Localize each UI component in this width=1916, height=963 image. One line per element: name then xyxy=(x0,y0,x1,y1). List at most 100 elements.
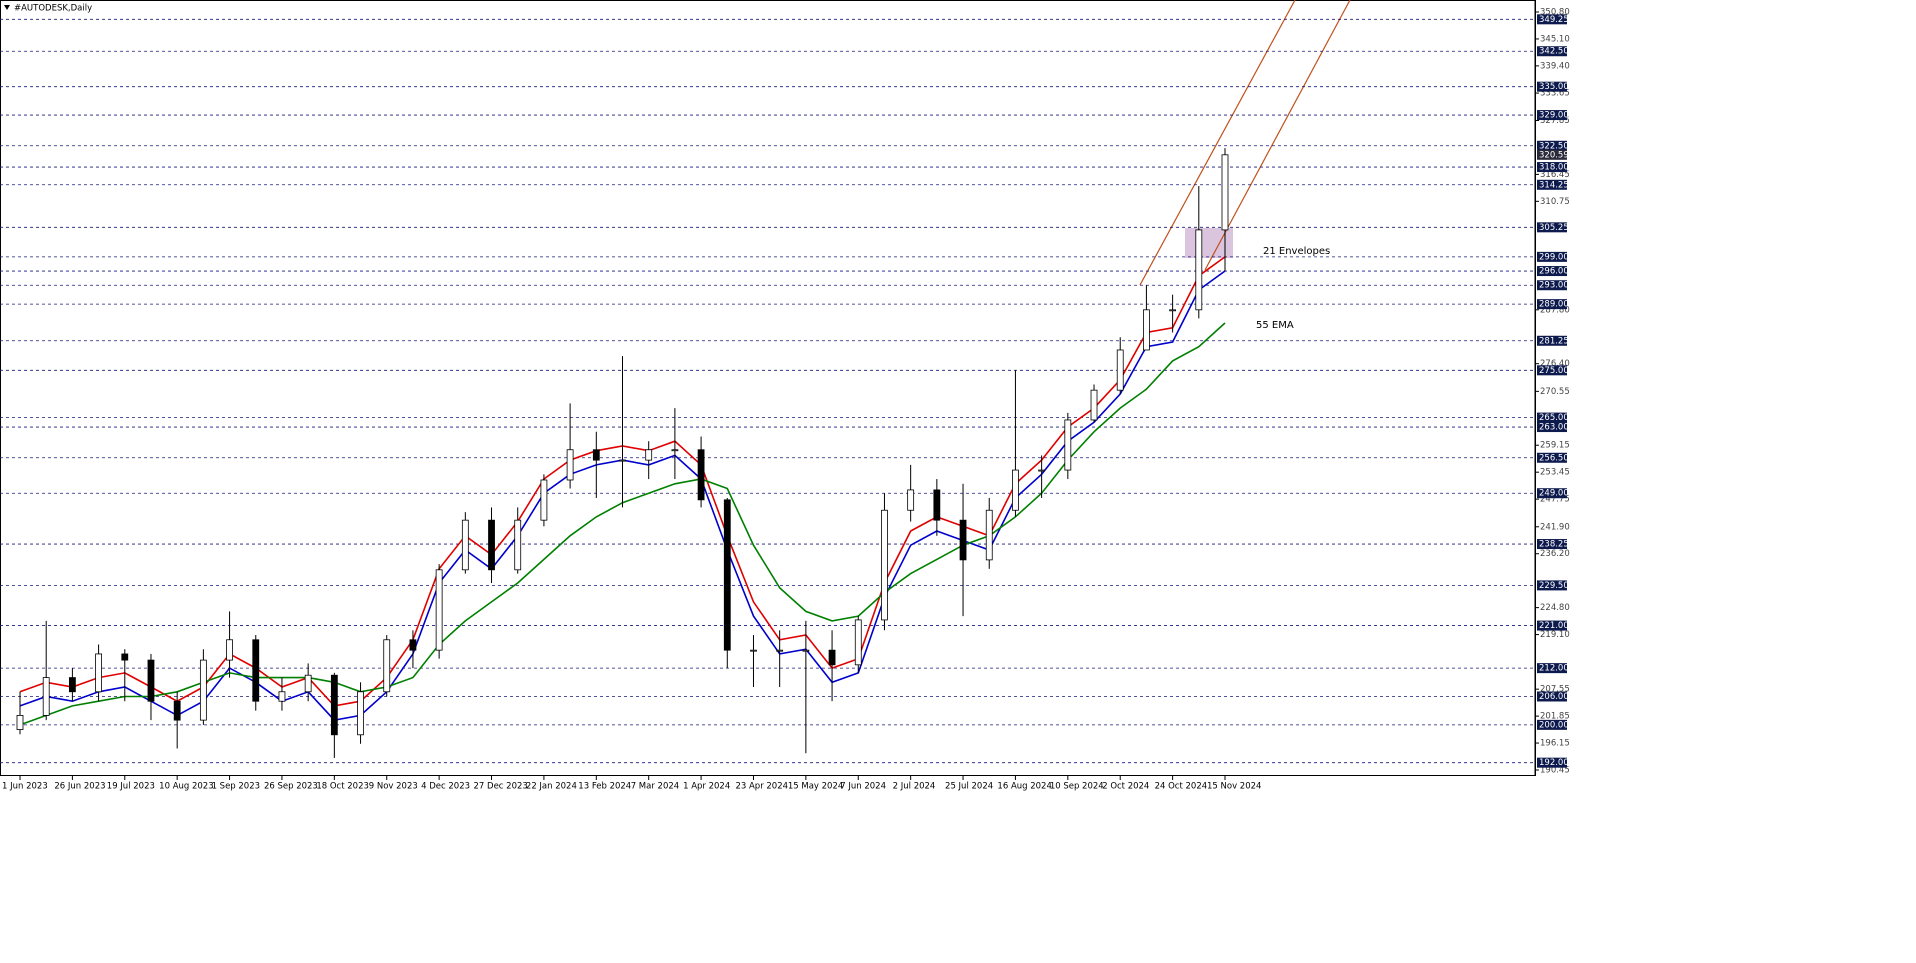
candle-body xyxy=(985,509,993,561)
candle-body xyxy=(750,649,757,652)
level-label: 293.00 xyxy=(1539,281,1569,291)
level-label-bg xyxy=(1537,140,1567,151)
y-tick-label: 327.85 xyxy=(1540,116,1570,126)
candle-body xyxy=(1169,309,1177,312)
candle-body xyxy=(1116,349,1124,391)
level-label-bg xyxy=(1537,365,1567,376)
candle-body xyxy=(68,677,76,693)
x-tick-label: 25 Jul 2024 xyxy=(945,782,993,792)
x-tick-label: 9 Nov 2023 xyxy=(369,782,418,792)
y-tick-label: 201.85 xyxy=(1540,712,1570,722)
y-tick-label: 247.75 xyxy=(1540,495,1570,505)
level-label-bg xyxy=(1537,719,1567,730)
level-label: 335.00 xyxy=(1539,82,1569,92)
level-label-bg xyxy=(1537,488,1567,499)
level-label-bg xyxy=(1537,335,1567,346)
level-label: 281.25 xyxy=(1539,336,1569,346)
candle-body xyxy=(619,459,626,462)
candle-body xyxy=(566,449,574,481)
candle-body xyxy=(147,659,155,702)
y-tick-label: 219.10 xyxy=(1540,630,1570,640)
candle-body xyxy=(592,449,600,461)
candle-body xyxy=(461,519,469,571)
x-tick-label: 7 Jun 2024 xyxy=(840,782,886,792)
y-tick-label: 196.15 xyxy=(1540,739,1570,749)
y-tick-label: 236.20 xyxy=(1540,549,1570,559)
candle-body xyxy=(1090,389,1098,421)
x-tick-label: 13 Feb 2024 xyxy=(578,782,631,792)
y-tick-label: 224.80 xyxy=(1540,603,1570,613)
candle-body xyxy=(854,619,862,666)
candle-body xyxy=(1143,309,1150,351)
candle-body xyxy=(907,489,915,511)
candle-body xyxy=(828,649,836,666)
candle-body xyxy=(1221,154,1229,231)
level-label-bg xyxy=(1537,412,1567,423)
y-tick-label: 259.15 xyxy=(1540,441,1570,451)
y-tick-label: 287.80 xyxy=(1540,305,1570,315)
candle-body xyxy=(1038,469,1046,472)
candle-body xyxy=(435,569,443,651)
level-label-bg xyxy=(1537,280,1567,291)
x-tick-label: 4 Dec 2023 xyxy=(421,782,470,792)
y-tick-label: 207.55 xyxy=(1540,685,1570,695)
level-label-bg xyxy=(1537,162,1567,173)
x-tick-label: 27 Dec 2023 xyxy=(474,782,528,792)
y-tick-label: 350.80 xyxy=(1540,8,1570,18)
candle-body xyxy=(776,649,784,652)
menu-arrow[interactable] xyxy=(4,5,10,10)
candle-body xyxy=(383,639,391,693)
channel-upper xyxy=(1139,0,1296,286)
candle-body xyxy=(252,639,260,702)
level-label: 314.25 xyxy=(1539,180,1569,190)
candle-body xyxy=(488,519,495,571)
level-label: 249.00 xyxy=(1539,489,1569,499)
level-label: 200.00 xyxy=(1539,720,1569,730)
level-label-bg xyxy=(1537,222,1567,233)
x-tick-label: 23 Apr 2024 xyxy=(735,782,788,792)
x-tick-label: 10 Sep 2024 xyxy=(1050,782,1104,792)
y-tick-label: 310.75 xyxy=(1540,197,1570,207)
candle-body xyxy=(173,700,181,721)
level-label-bg xyxy=(1537,46,1567,57)
x-tick-label: 24 Oct 2024 xyxy=(1155,782,1208,792)
candle-body xyxy=(540,479,548,521)
x-tick-label: 7 Mar 2024 xyxy=(631,782,679,792)
y-tick-label: 316.45 xyxy=(1540,170,1570,180)
x-tick-label: 26 Jun 2023 xyxy=(54,782,105,792)
level-label: 289.00 xyxy=(1539,300,1569,310)
candle-body xyxy=(697,449,705,501)
candle-body xyxy=(199,659,207,721)
x-tick-label: 18 Oct 2023 xyxy=(316,782,369,792)
y-tick-label: 333.65 xyxy=(1540,89,1570,99)
chart-title: #AUTODESK,Daily xyxy=(14,4,92,14)
candle-body xyxy=(278,691,286,702)
candle-body xyxy=(1012,469,1019,511)
x-tick-label: 2 Jul 2024 xyxy=(893,782,936,792)
candle-body xyxy=(514,519,522,571)
x-tick-label: 19 Jul 2023 xyxy=(107,782,155,792)
level-label: 296.00 xyxy=(1539,267,1569,277)
level-label-bg xyxy=(1537,81,1567,92)
level-label-bg xyxy=(1537,691,1567,702)
level-label: 263.00 xyxy=(1539,423,1569,433)
level-label: 322.50 xyxy=(1539,141,1569,151)
level-label: 318.00 xyxy=(1539,163,1569,173)
y-tick-label: 339.40 xyxy=(1540,61,1570,71)
level-label: 256.50 xyxy=(1539,453,1569,463)
level-label-bg xyxy=(1537,757,1567,768)
x-tick-label: 26 Sep 2023 xyxy=(264,782,318,792)
x-tick-label: 15 Nov 2024 xyxy=(1207,782,1261,792)
candle-body xyxy=(959,519,967,561)
candle-body xyxy=(1195,229,1203,311)
level-label-bg xyxy=(1537,251,1567,262)
level-label: 342.50 xyxy=(1539,47,1569,57)
y-tick-label: 241.90 xyxy=(1540,522,1570,532)
level-label: 212.00 xyxy=(1539,664,1569,674)
candle-body xyxy=(723,499,731,651)
x-tick-label: 16 Aug 2024 xyxy=(997,782,1051,792)
level-label-bg xyxy=(1537,539,1567,550)
x-tick-label: 2 Oct 2024 xyxy=(1102,782,1149,792)
